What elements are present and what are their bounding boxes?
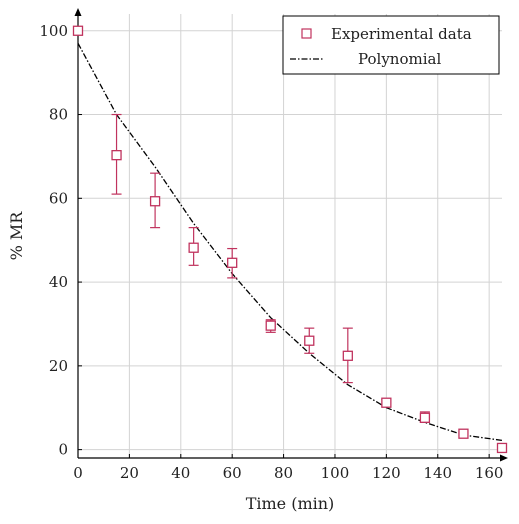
legend: Experimental data Polynomial [282,15,500,75]
x-axis-label: Time (min) [246,494,335,513]
legend-label-polynomial: Polynomial [358,50,441,68]
data-point [227,257,238,268]
polynomial-line [77,42,503,442]
y-tick-label: 80 [49,106,68,124]
data-point [265,320,276,331]
y-tick-label: 20 [49,357,68,375]
x-tick-label: 20 [120,464,139,482]
y-tick-label: 40 [49,273,68,291]
x-tick-label: 100 [321,464,350,482]
x-tick-label: 80 [274,464,293,482]
x-tick-label: 160 [475,464,504,482]
x-tick-label: 140 [423,464,452,482]
legend-box [282,15,500,75]
x-tick-label: 40 [171,464,190,482]
grid [77,14,502,458]
ticks: 0 20 40 60 80 100 120 140 160 0 20 40 60 80 100 [39,22,503,482]
y-tick-label: 60 [49,189,68,207]
legend-label-experimental: Experimental data [331,25,472,43]
y-axis-arrow [74,8,82,16]
y-axis-label: % MR [7,211,26,261]
data-point [458,428,469,439]
x-tick-label: 120 [372,464,401,482]
legend-marker-experimental [301,28,312,39]
data-point [72,25,84,36]
experimental-series [72,25,508,454]
x-tick-label: 0 [73,464,83,482]
x-axis-arrow [500,454,508,462]
data-point [111,150,122,161]
data-point [381,397,392,408]
data-point [419,412,431,423]
data-point [149,196,161,207]
polynomial-series [77,42,503,442]
data-point [188,242,199,253]
data-point [304,335,315,346]
y-tick-label: 100 [39,22,68,40]
axes [74,8,508,462]
data-point [342,350,353,361]
data-point [496,442,508,454]
x-tick-label: 60 [223,464,242,482]
y-tick-label: 0 [58,441,68,459]
